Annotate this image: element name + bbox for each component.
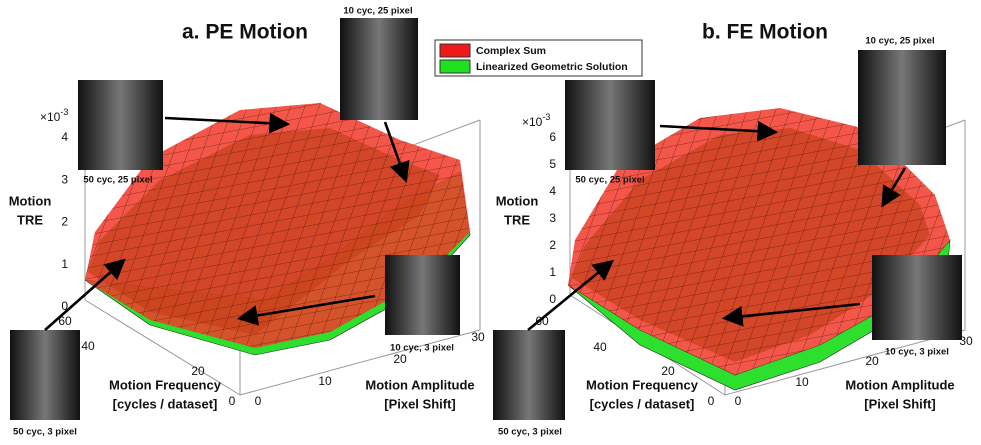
z-tick: 2	[61, 215, 68, 229]
amp-label: [Pixel Shift]	[384, 396, 456, 411]
z-scale: ×10-3	[40, 107, 68, 124]
freq-tick: 20	[661, 364, 675, 378]
inset-image	[872, 255, 962, 340]
inset-label: 10 cyc, 3 pixel	[390, 343, 454, 354]
inset-label: 10 cyc, 25 pixel	[343, 6, 412, 17]
amp-tick: 0	[255, 394, 262, 408]
amp-tick: 30	[471, 330, 485, 344]
inset-image	[493, 330, 565, 420]
inset-label: 50 cyc, 3 pixel	[13, 427, 77, 438]
z-label: TRE	[504, 212, 530, 227]
inset-label: 10 cyc, 3 pixel	[885, 347, 949, 358]
z-tick: 6	[549, 130, 556, 144]
legend-entry: Linearized Geometric Solution	[476, 61, 628, 73]
freq-tick: 40	[81, 339, 95, 353]
z-label: Motion	[496, 193, 539, 208]
inset-image	[10, 330, 80, 420]
inset-image	[385, 255, 460, 335]
freq-tick: 40	[593, 340, 607, 354]
legend: Complex Sum Linearized Geometric Solutio…	[435, 40, 642, 76]
panel-title: a. PE Motion	[182, 21, 308, 44]
amp-tick: 20	[393, 352, 407, 366]
freq-tick: 0	[229, 394, 236, 408]
inset-label: 50 cyc, 25 pixel	[83, 175, 152, 186]
amp-label: Motion Amplitude	[365, 377, 474, 392]
amp-tick: 10	[795, 375, 809, 389]
z-label: Motion	[9, 193, 52, 208]
z-label: TRE	[17, 212, 43, 227]
amp-tick: 10	[318, 374, 332, 388]
inset-label: 10 cyc, 25 pixel	[865, 36, 934, 47]
inset-image	[858, 50, 946, 165]
amp-label: Motion Amplitude	[845, 377, 954, 392]
z-tick: 0	[549, 292, 556, 306]
freq-label: [cycles / dataset]	[590, 396, 695, 411]
inset-image	[78, 80, 163, 170]
freq-tick: 0	[708, 394, 715, 408]
z-scale: ×10-3	[522, 112, 550, 129]
amp-tick: 20	[865, 354, 879, 368]
amp-tick: 0	[735, 394, 742, 408]
z-tick: 1	[549, 265, 556, 279]
figure: Complex Sum Linearized Geometric Solutio…	[0, 0, 981, 445]
z-tick: 2	[549, 238, 556, 252]
z-tick: 4	[61, 130, 68, 144]
z-tick: 3	[61, 172, 68, 186]
inset-image	[340, 18, 418, 120]
freq-label: [cycles / dataset]	[113, 396, 218, 411]
inset-image	[565, 80, 655, 170]
inset-label: 50 cyc, 3 pixel	[498, 427, 562, 438]
panel-title: b. FE Motion	[702, 21, 828, 44]
inset-label: 50 cyc, 25 pixel	[575, 175, 644, 186]
z-tick: 4	[549, 184, 556, 198]
freq-tick: 20	[191, 364, 205, 378]
freq-label: Motion Frequency	[586, 377, 699, 392]
freq-label: Motion Frequency	[109, 377, 222, 392]
z-tick: 5	[549, 157, 556, 171]
z-tick: 3	[549, 211, 556, 225]
amp-label: [Pixel Shift]	[864, 396, 936, 411]
z-tick: 1	[61, 257, 68, 271]
legend-entry: Complex Sum	[476, 45, 546, 57]
